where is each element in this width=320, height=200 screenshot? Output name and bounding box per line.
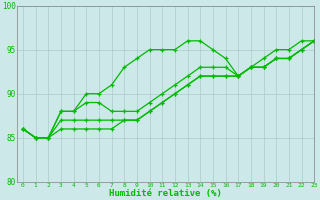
X-axis label: Humidité relative (%): Humidité relative (%)	[109, 189, 222, 198]
